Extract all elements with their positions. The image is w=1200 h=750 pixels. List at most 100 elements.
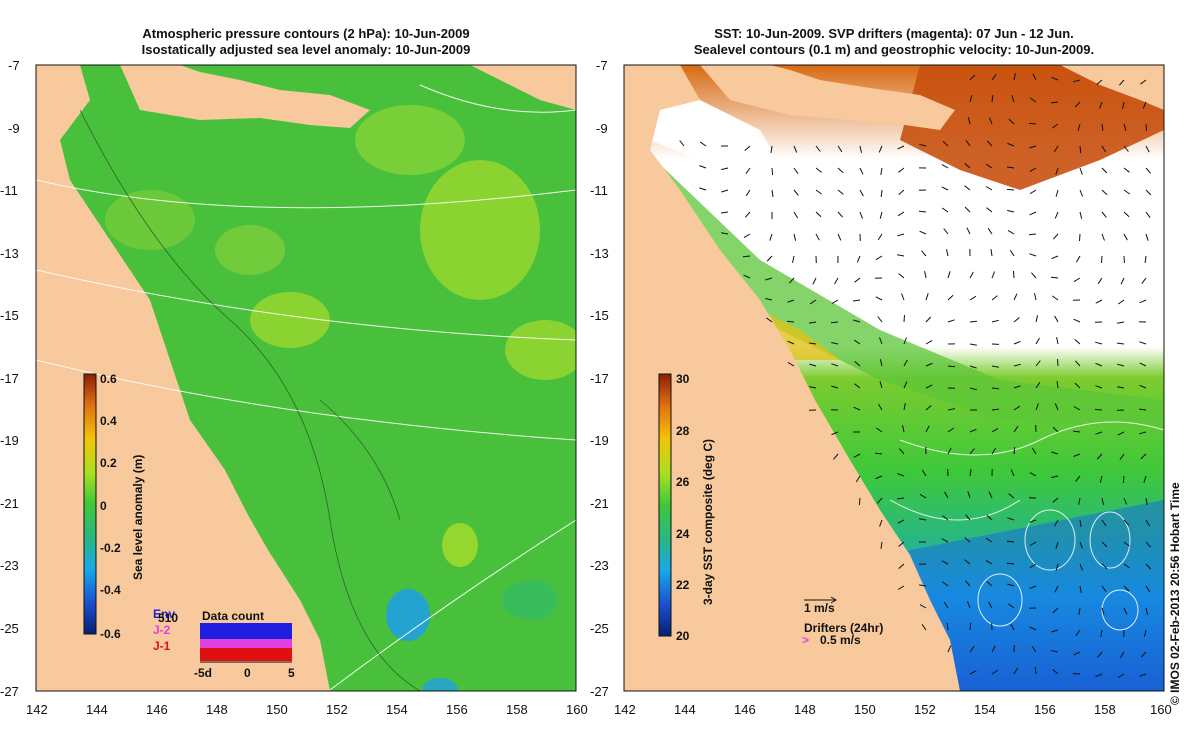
velocity-arrow xyxy=(988,491,993,499)
velocity-arrow xyxy=(1079,563,1083,571)
velocity-arrow xyxy=(1007,583,1015,587)
svg-text:150: 150 xyxy=(266,702,288,717)
velocity-arrow xyxy=(1123,145,1129,152)
velocity-arrow xyxy=(969,365,977,369)
velocity-arrow xyxy=(1051,650,1059,653)
velocity-arrow xyxy=(941,538,949,543)
geostrophic-velocity-arrows xyxy=(679,73,1152,678)
velocity-arrow xyxy=(1122,475,1125,484)
velocity-arrow xyxy=(941,186,949,191)
velocity-arrow xyxy=(902,425,905,433)
velocity-arrow xyxy=(1123,541,1130,547)
velocity-arrow xyxy=(853,299,861,302)
velocity-arrow xyxy=(1139,384,1147,389)
velocity-arrow xyxy=(793,233,797,241)
svg-text:154: 154 xyxy=(974,702,996,717)
velocity-arrow xyxy=(969,622,972,631)
velocity-arrow xyxy=(1095,673,1103,678)
velocity-arrow xyxy=(770,145,773,153)
velocity-arrow xyxy=(1079,189,1084,197)
velocity-arrow xyxy=(921,624,927,631)
velocity-arrow xyxy=(991,95,994,103)
velocity-arrow xyxy=(831,363,839,367)
velocity-arrow xyxy=(1056,337,1059,345)
velocity-arrow xyxy=(991,295,998,301)
velocity-arrow xyxy=(925,425,930,433)
right-map: 30 28 26 24 22 20 3-day SST composite (d… xyxy=(590,58,1172,717)
sat-label-j1: J-1 xyxy=(153,639,171,653)
velocity-arrow xyxy=(1145,607,1149,615)
velocity-arrow xyxy=(1123,519,1130,526)
velocity-arrow xyxy=(941,164,949,169)
velocity-arrow xyxy=(1007,229,1015,235)
svg-text:-27: -27 xyxy=(590,684,609,699)
velocity-arrow xyxy=(743,233,751,239)
sla-tick-5: -0.4 xyxy=(100,583,121,597)
velocity-arrow xyxy=(991,271,996,279)
sat-label-env: Env xyxy=(153,607,175,621)
velocity-arrow xyxy=(969,646,975,653)
velocity-arrow xyxy=(875,296,883,301)
velocity-arrow xyxy=(947,319,955,323)
velocity-arrow xyxy=(1123,189,1131,195)
velocity-arrow xyxy=(985,537,993,543)
drifters-legend: Drifters (24hr) > 0.5 m/s xyxy=(802,621,883,647)
velocity-arrow xyxy=(1073,430,1081,433)
velocity-arrow xyxy=(1051,76,1059,81)
velocity-arrow xyxy=(947,294,954,301)
svg-text:-21: -21 xyxy=(0,496,19,511)
velocity-arrow xyxy=(876,427,883,433)
velocity-arrow xyxy=(1007,517,1015,521)
velocity-arrow xyxy=(942,515,949,521)
velocity-arrow xyxy=(1029,472,1037,477)
velocity-arrow xyxy=(1145,497,1148,505)
velocity-arrow xyxy=(766,255,773,262)
velocity-arrow xyxy=(1013,293,1018,301)
velocity-arrow xyxy=(990,249,993,257)
velocity-arrow xyxy=(787,340,795,345)
velocity-arrow xyxy=(1052,607,1059,614)
velocity-arrow xyxy=(1051,475,1059,479)
svg-text:-23: -23 xyxy=(590,558,609,573)
velocity-arrow xyxy=(699,187,707,191)
svg-text:150: 150 xyxy=(854,702,876,717)
velocity-arrow xyxy=(1031,272,1037,279)
velocity-arrow xyxy=(903,359,908,367)
velocity-arrow xyxy=(1101,189,1108,196)
drifters-label: Drifters (24hr) xyxy=(804,621,883,635)
velocity-arrow xyxy=(1097,277,1103,285)
velocity-arrow xyxy=(985,186,993,191)
velocity-arrow xyxy=(1117,342,1125,345)
velocity-arrow xyxy=(812,277,817,285)
velocity-arrow xyxy=(1073,651,1081,656)
velocity-arrow xyxy=(837,167,844,174)
velocity-arrow xyxy=(965,514,971,521)
svg-text:146: 146 xyxy=(146,702,168,717)
velocity-arrow xyxy=(1119,651,1125,659)
velocity-arrow xyxy=(880,167,883,175)
velocity-arrow xyxy=(1007,209,1015,213)
sla-tick-1: 0.4 xyxy=(100,414,117,428)
velocity-arrow xyxy=(969,387,977,391)
velocity-arrow xyxy=(1099,101,1103,109)
velocity-arrow xyxy=(967,491,971,499)
velocity-arrow xyxy=(965,140,971,147)
velocity-arrow xyxy=(1029,541,1037,547)
velocity-arrow xyxy=(1051,451,1059,455)
velocity-arrow xyxy=(879,381,883,389)
velocity-arrow xyxy=(856,255,861,263)
velocity-arrow xyxy=(1013,340,1021,345)
velocity-arrow xyxy=(837,145,843,153)
png-land-sst xyxy=(700,65,955,130)
velocity-arrow xyxy=(1013,317,1020,323)
png-land xyxy=(120,65,370,128)
velocity-arrow xyxy=(1073,406,1081,411)
svg-text:-17: -17 xyxy=(0,371,19,386)
velocity-arrow xyxy=(1118,299,1125,305)
velocity-arrow xyxy=(966,227,971,235)
velocity-arrow xyxy=(965,580,971,587)
svg-text:142: 142 xyxy=(26,702,48,717)
velocity-arrow xyxy=(946,249,949,257)
sst-tick-2: 26 xyxy=(676,475,690,489)
velocity-arrow xyxy=(1073,277,1081,283)
